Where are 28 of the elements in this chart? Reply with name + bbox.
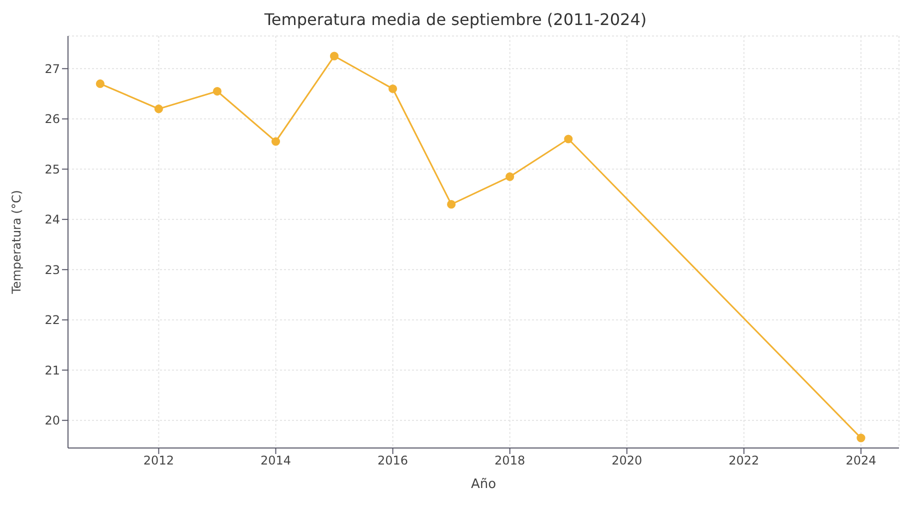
point [388,84,398,94]
point [856,434,866,442]
point [271,137,280,146]
point [506,172,514,181]
point [330,52,339,60]
x-tick-label: 2022 [728,454,760,468]
y-tick-label: 27 [44,62,60,76]
y-axis-title: Temperatura (°C) [9,190,24,295]
y-tick-label: 25 [44,162,60,176]
chart-title: Temperatura media de septiembre (2011-2024) [263,9,648,31]
x-tick-label: 2020 [612,454,642,468]
x-axis-title: Año [470,477,496,492]
x-tick-label: 2024 [846,454,876,468]
y-tick-label: 22 [44,313,60,328]
point [154,104,164,114]
y-tick-label: 26 [44,112,60,126]
x-tick-label: 2012 [143,454,174,468]
y-tick-label: 21 [44,363,60,378]
point [212,86,222,96]
x-tick-label: 2014 [260,454,292,468]
x-tick-label: 2016 [378,454,408,468]
point [96,79,104,88]
x-tick-label: 2018 [494,454,526,468]
y-tick-label: 20 [44,414,60,428]
point [564,134,573,144]
point [447,200,456,209]
y-tick-label: 23 [44,262,60,277]
y-tick-label: 24 [44,212,60,227]
